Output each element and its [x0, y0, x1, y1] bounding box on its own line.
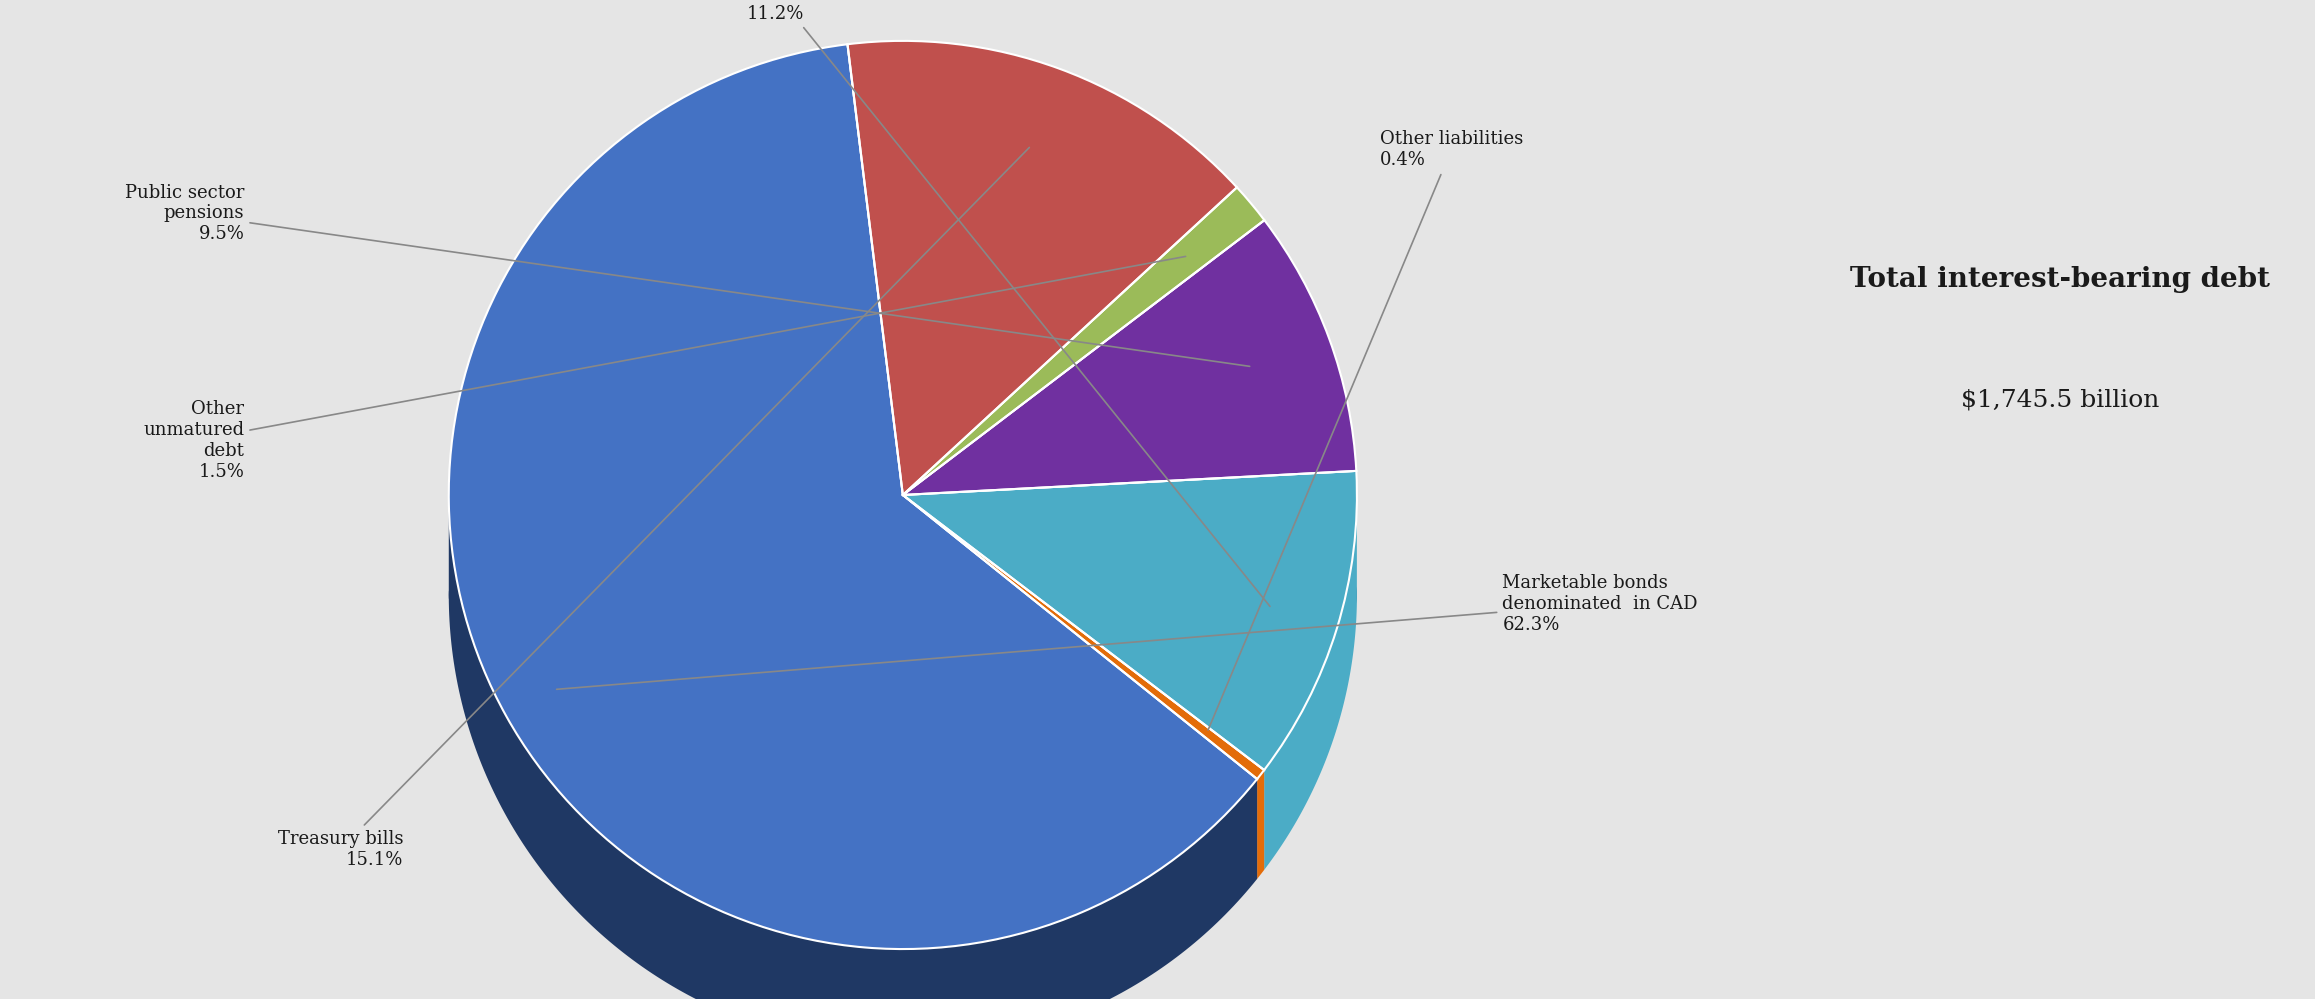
Polygon shape — [1257, 770, 1264, 879]
Polygon shape — [449, 492, 1257, 999]
Text: Other liabilities
0.4%: Other liabilities 0.4% — [1208, 131, 1523, 730]
Wedge shape — [903, 471, 1357, 770]
Text: Marketable bonds
denominated  in CAD
62.3%: Marketable bonds denominated in CAD 62.3… — [556, 574, 1697, 689]
Text: Treasury bills
15.1%: Treasury bills 15.1% — [278, 148, 1030, 868]
Text: Public sector
pensions
9.5%: Public sector pensions 9.5% — [125, 184, 1250, 367]
Ellipse shape — [449, 459, 1357, 731]
Wedge shape — [903, 188, 1264, 495]
Wedge shape — [449, 44, 1257, 949]
Wedge shape — [847, 41, 1236, 495]
Text: Other employee and
veteran future benefits
11.2%: Other employee and veteran future benefi… — [669, 0, 1271, 606]
Polygon shape — [1264, 487, 1357, 870]
Text: Other
unmatured
debt
1.5%: Other unmatured debt 1.5% — [144, 257, 1185, 481]
Wedge shape — [903, 220, 1357, 495]
Text: Total interest-bearing debt: Total interest-bearing debt — [1850, 266, 2271, 294]
Wedge shape — [903, 495, 1264, 779]
Text: $1,745.5 billion: $1,745.5 billion — [1961, 388, 2160, 412]
